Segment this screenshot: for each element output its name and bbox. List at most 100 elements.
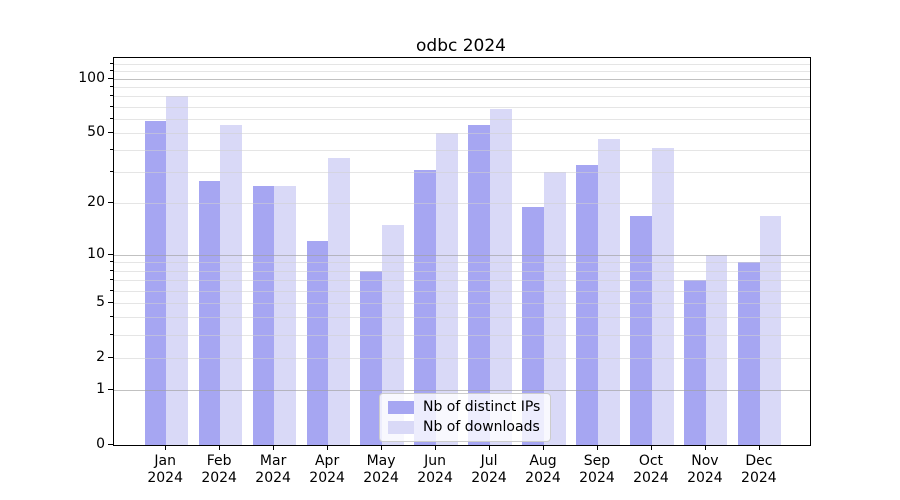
x-tick-label-nov: Nov 2024	[687, 453, 723, 486]
bar-mar-downloads	[274, 186, 296, 445]
minor-gridline	[114, 64, 810, 66]
y-minor-tick-mark	[110, 105, 113, 107]
x-tick-label-sep: Sep 2024	[579, 453, 615, 486]
x-tick-mark	[758, 445, 760, 450]
x-tick-label-feb: Feb 2024	[201, 453, 237, 486]
bar-aug-distinct-ips	[522, 207, 544, 445]
major-gridline	[114, 389, 810, 391]
minor-gridline	[114, 317, 810, 319]
bar-sep-distinct-ips	[576, 165, 598, 445]
y-tick-mark	[108, 253, 113, 255]
x-tick-label-jan: Jan 2024	[147, 453, 183, 486]
x-tick-mark	[596, 445, 598, 450]
y-tick-mark	[108, 388, 113, 390]
bar-oct-downloads	[651, 148, 674, 445]
minor-gridline	[114, 106, 810, 108]
x-tick-mark	[165, 445, 167, 450]
y-minor-tick-mark	[110, 117, 113, 119]
bar-jun-distinct-ips	[414, 169, 437, 445]
x-tick-label-oct: Oct 2024	[633, 453, 669, 486]
legend-swatch-distinct-ips	[388, 401, 414, 414]
minor-gridline	[114, 279, 810, 281]
bar-apr-downloads	[328, 158, 350, 445]
bar-jun-downloads	[436, 132, 458, 445]
bar-nov-distinct-ips	[684, 279, 706, 445]
y-minor-tick-mark	[110, 70, 113, 72]
minor-gridline	[114, 150, 810, 152]
y-minor-tick-mark	[110, 149, 113, 151]
plot-area	[113, 57, 811, 446]
minor-gridline	[114, 334, 810, 336]
bar-jul-distinct-ips	[468, 125, 490, 445]
bar-jul-downloads	[490, 108, 512, 445]
bar-feb-distinct-ips	[198, 180, 221, 445]
x-tick-label-aug: Aug 2024	[525, 453, 561, 486]
x-tick-mark	[650, 445, 652, 450]
bar-jan-distinct-ips	[144, 121, 167, 445]
bar-dec-downloads	[759, 215, 782, 445]
y-minor-tick-mark	[110, 171, 113, 173]
legend-entry-downloads: Nb of downloads	[388, 419, 540, 436]
bar-oct-distinct-ips	[630, 215, 652, 445]
minor-gridline	[114, 71, 810, 73]
x-tick-mark	[435, 445, 437, 450]
x-tick-mark	[704, 445, 706, 450]
y-minor-tick-mark	[110, 269, 113, 271]
y-tick-label: 5	[96, 293, 105, 310]
minor-gridline	[114, 302, 810, 304]
x-tick-mark	[327, 445, 329, 450]
y-minor-tick-mark	[110, 131, 113, 133]
x-tick-mark	[381, 445, 383, 450]
major-gridline	[114, 78, 810, 80]
y-minor-tick-mark	[110, 261, 113, 263]
x-tick-label-jul: Jul 2024	[471, 453, 507, 486]
x-tick-label-dec: Dec 2024	[741, 453, 777, 486]
y-tick-mark	[108, 77, 113, 79]
legend-label-downloads: Nb of downloads	[423, 419, 540, 435]
legend-label-distinct-ips: Nb of distinct IPs	[423, 399, 541, 415]
bar-feb-downloads	[220, 125, 242, 445]
minor-gridline	[114, 290, 810, 292]
y-tick-label: 2	[96, 348, 105, 365]
y-minor-tick-mark	[110, 278, 113, 280]
y-minor-tick-mark	[110, 289, 113, 291]
y-tick-label: 50	[87, 123, 105, 140]
x-tick-label-mar: Mar 2024	[255, 453, 291, 486]
y-minor-tick-mark	[110, 63, 113, 65]
y-tick-label: 0	[96, 436, 105, 452]
x-tick-mark	[219, 445, 221, 450]
bar-aug-downloads	[543, 172, 566, 445]
chart-title: odbc 2024	[416, 36, 506, 56]
minor-gridline	[114, 172, 810, 174]
minor-gridline	[114, 132, 810, 134]
x-tick-mark	[273, 445, 275, 450]
bar-mar-distinct-ips	[252, 186, 275, 445]
bar-apr-distinct-ips	[306, 241, 329, 445]
minor-gridline	[114, 270, 810, 272]
y-minor-tick-mark	[110, 85, 113, 87]
x-tick-label-may: May 2024	[363, 453, 399, 486]
y-minor-tick-mark	[110, 95, 113, 97]
minor-gridline	[114, 118, 810, 120]
y-tick-label: 100	[78, 69, 105, 86]
minor-gridline	[114, 262, 810, 264]
x-tick-mark	[542, 445, 544, 450]
legend-swatch-downloads	[388, 421, 414, 434]
major-gridline	[114, 254, 810, 256]
minor-gridline	[114, 86, 810, 88]
y-tick-label: 20	[87, 194, 105, 211]
minor-gridline	[114, 357, 810, 359]
y-tick-label: 1	[96, 380, 105, 397]
x-tick-mark	[489, 445, 491, 450]
x-tick-label-jun: Jun 2024	[417, 453, 453, 486]
y-tick-label: 10	[87, 245, 105, 262]
y-minor-tick-mark	[110, 333, 113, 335]
bar-nov-downloads	[705, 254, 728, 445]
bar-sep-downloads	[597, 139, 620, 445]
y-minor-tick-mark	[110, 316, 113, 318]
minor-gridline	[114, 203, 810, 205]
y-minor-tick-mark	[110, 356, 113, 358]
y-minor-tick-mark	[110, 301, 113, 303]
y-tick-mark	[108, 444, 113, 445]
